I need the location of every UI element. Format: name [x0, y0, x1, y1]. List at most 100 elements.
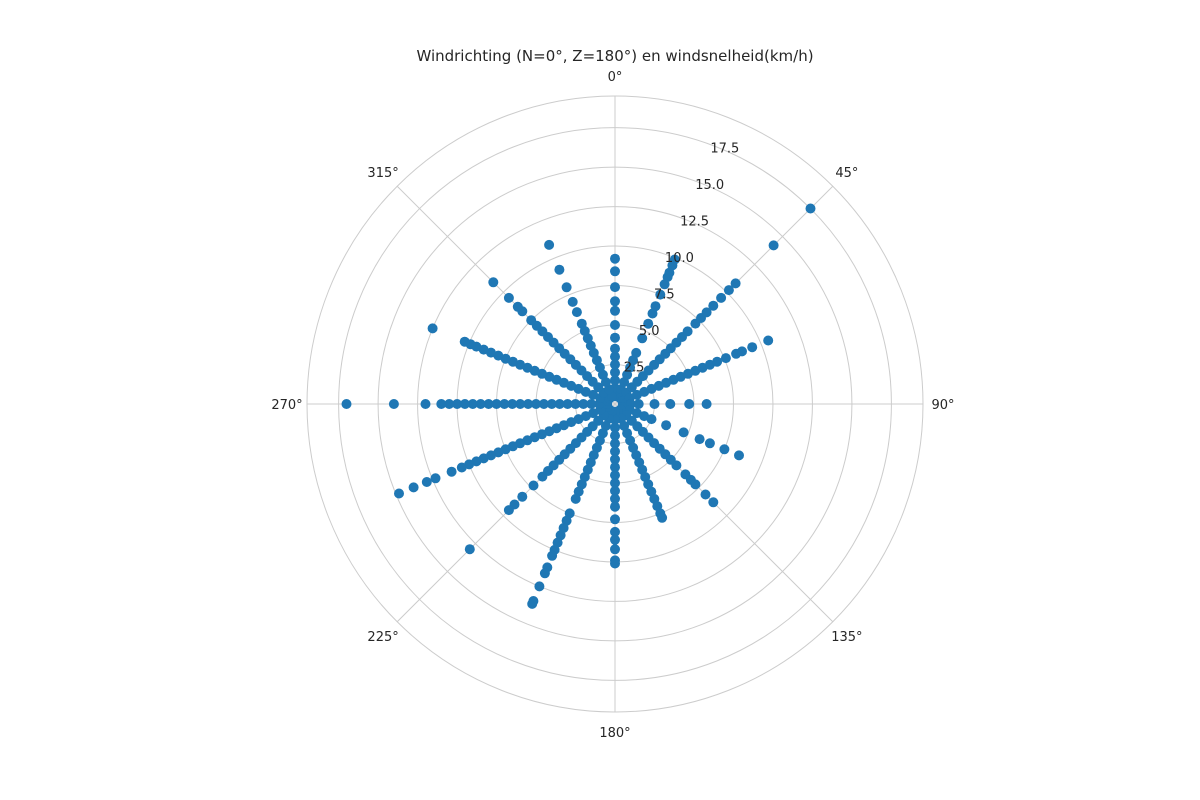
- data-point: [694, 434, 705, 445]
- data-point: [690, 479, 701, 490]
- data-point: [763, 335, 774, 346]
- data-point: [562, 399, 573, 409]
- data-point: [650, 301, 661, 312]
- data-point: [483, 399, 494, 409]
- data-point: [734, 450, 744, 461]
- theta-tick-label: 0°: [608, 70, 623, 85]
- theta-tick-label: 180°: [599, 726, 630, 741]
- data-point: [527, 598, 538, 609]
- data-point: [388, 399, 399, 409]
- data-point: [544, 239, 555, 250]
- data-point: [671, 460, 682, 471]
- data-point: [637, 333, 648, 344]
- data-point: [571, 307, 582, 318]
- data-point: [531, 399, 541, 409]
- data-point: [464, 544, 475, 555]
- data-point: [610, 296, 620, 307]
- data-points: [341, 203, 816, 609]
- data-point: [700, 489, 711, 500]
- theta-tick-label: 225°: [367, 630, 398, 645]
- r-tick-label: 2.5: [624, 361, 645, 376]
- data-point: [539, 568, 550, 579]
- data-point: [459, 399, 470, 409]
- data-point: [554, 399, 565, 409]
- data-point: [427, 323, 438, 334]
- data-point: [747, 342, 758, 353]
- data-point: [517, 491, 528, 502]
- data-point: [719, 444, 730, 455]
- data-point: [341, 399, 352, 409]
- data-point: [444, 399, 455, 409]
- data-point: [570, 493, 581, 504]
- r-tick-label: 15.0: [695, 178, 724, 193]
- data-point: [610, 454, 620, 465]
- data-point: [610, 446, 620, 457]
- data-point: [475, 399, 486, 409]
- r-gridline-15: [377, 166, 853, 642]
- theta-tick-label: 45°: [835, 166, 858, 181]
- data-point: [610, 422, 620, 433]
- data-point: [538, 399, 549, 409]
- data-point: [610, 332, 620, 343]
- data-point: [408, 482, 419, 493]
- data-point: [523, 399, 534, 409]
- data-point: [661, 420, 672, 431]
- data-point: [610, 351, 620, 362]
- data-point: [488, 277, 499, 288]
- data-point: [503, 292, 514, 303]
- data-point: [610, 478, 620, 488]
- data-point: [737, 346, 747, 357]
- data-point: [610, 438, 620, 449]
- data-point: [631, 347, 642, 358]
- data-point: [716, 292, 727, 303]
- data-point: [459, 336, 470, 347]
- theta-tick-label: 90°: [931, 398, 954, 413]
- data-point: [610, 266, 620, 277]
- data-point: [646, 414, 657, 425]
- data-point: [512, 301, 523, 312]
- data-point: [491, 399, 502, 409]
- data-point: [610, 375, 620, 386]
- data-point: [546, 399, 557, 409]
- data-point: [684, 399, 695, 409]
- data-point: [610, 558, 620, 569]
- data-point: [805, 203, 816, 214]
- data-point: [526, 315, 537, 326]
- data-point: [534, 581, 545, 592]
- data-point: [730, 278, 741, 289]
- data-point: [507, 399, 518, 409]
- data-point: [537, 471, 548, 482]
- data-point: [567, 296, 578, 307]
- data-point: [421, 477, 432, 487]
- theta-tick-label: 135°: [831, 630, 862, 645]
- data-point: [669, 254, 680, 265]
- data-point: [701, 399, 712, 409]
- grid-layer: [306, 95, 924, 713]
- outer-circle: [306, 95, 924, 713]
- data-point: [561, 282, 572, 293]
- data-point: [682, 326, 693, 337]
- data-point: [430, 473, 441, 484]
- tick-labels: 0° 45° 90° 135° 180° 225° 270° 315° 2.5 5.0 7.5 10.…: [271, 70, 954, 741]
- r-tick-label: 7.5: [654, 288, 675, 303]
- data-point: [610, 534, 620, 545]
- data-point: [768, 240, 779, 251]
- data-point: [452, 399, 463, 409]
- data-point: [643, 318, 654, 329]
- data-point: [665, 399, 676, 409]
- data-point: [420, 399, 431, 409]
- data-point: [394, 488, 404, 499]
- data-point: [610, 470, 620, 481]
- data-point: [610, 253, 620, 264]
- data-point: [712, 356, 723, 367]
- data-point: [649, 399, 660, 409]
- data-point: [610, 501, 620, 512]
- data-point: [586, 399, 597, 409]
- data-point: [610, 462, 620, 473]
- data-point: [610, 359, 620, 370]
- data-point: [655, 289, 666, 300]
- data-point: [701, 307, 712, 318]
- theta-tick-label: 315°: [367, 166, 398, 181]
- r-gridline-17.5: [338, 127, 892, 681]
